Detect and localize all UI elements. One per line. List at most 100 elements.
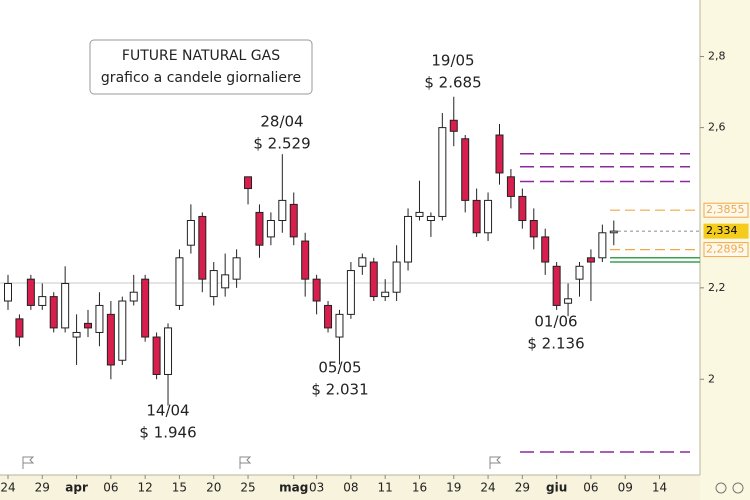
x-tick-label: 20: [206, 481, 221, 495]
annotation-price: $ 2.529: [253, 135, 310, 153]
candle-body: [118, 300, 127, 361]
candle-body: [586, 257, 595, 263]
candle-body: [609, 230, 618, 234]
chart-subtitle: grafico a candele giornaliere: [101, 70, 301, 86]
candle-body: [49, 296, 58, 329]
candle-body: [484, 199, 493, 234]
candle-body: [369, 261, 378, 298]
candle-body: [175, 257, 184, 306]
candle-body: [506, 176, 515, 197]
candle-body: [198, 215, 207, 280]
candle-body: [26, 278, 35, 306]
candle-body: [289, 203, 298, 238]
candle-body: [84, 322, 93, 329]
x-tick-label: 11: [378, 481, 393, 495]
annotation-price: $ 1.946: [139, 424, 196, 442]
candle-body: [221, 274, 230, 289]
candle-body: [461, 138, 470, 201]
candle-body: [278, 199, 287, 222]
candle-body: [495, 134, 504, 174]
x-tick-label: 24: [0, 481, 15, 495]
annotation-date: 19/05: [431, 52, 474, 70]
candle-body: [15, 318, 24, 338]
level-label: 2,2895: [706, 243, 745, 256]
candle-body: [164, 327, 173, 375]
annotation-price: $ 2.685: [424, 74, 481, 92]
x-tick-label: 08: [343, 481, 358, 495]
candle-body: [232, 257, 241, 280]
candle-body: [312, 278, 321, 302]
x-tick-label: 15: [172, 481, 187, 495]
candle-body: [449, 119, 458, 132]
x-tick-label: apr: [65, 481, 88, 495]
x-axis-area: [0, 475, 700, 500]
candle-body: [404, 215, 413, 263]
x-tick-label: 06: [583, 481, 598, 495]
candle-body: [4, 282, 12, 302]
candle-body: [72, 331, 81, 338]
x-tick-label: 24: [480, 481, 495, 495]
candle-body: [552, 265, 561, 306]
candle-body: [186, 220, 195, 246]
x-tick-label: 16: [412, 481, 427, 495]
level-label: 2,334: [706, 224, 738, 237]
annotation-date: 01/06: [534, 313, 577, 331]
candle-body: [381, 291, 390, 298]
candle-body: [438, 127, 447, 217]
candle-body: [529, 220, 538, 238]
x-tick-label: 29: [35, 481, 50, 495]
y-tick-label: 2,2: [708, 281, 726, 294]
candle-body: [141, 278, 150, 338]
annotation-price: $ 2.031: [311, 381, 368, 399]
candle-body: [335, 313, 344, 338]
flag-icon: [22, 456, 35, 469]
annotation-date: 05/05: [318, 359, 361, 377]
candle-body: [358, 257, 367, 267]
candle-body: [95, 304, 104, 333]
flag-icons: [22, 456, 502, 469]
x-tick-label: giu: [546, 481, 567, 495]
level-label-box: [703, 202, 749, 218]
x-tick-label: 03: [309, 481, 324, 495]
annotation-date: 28/04: [260, 113, 303, 131]
level-label-box: [703, 223, 749, 239]
candle-body: [129, 291, 138, 302]
x-tick-label: 19: [446, 481, 461, 495]
level-label: 2,3855: [706, 203, 745, 216]
y-tick-label: 2,6: [708, 121, 726, 134]
candle-body: [106, 313, 115, 366]
candle-body: [324, 304, 333, 329]
candle-body: [209, 270, 218, 298]
zoom-controls[interactable]: [715, 482, 744, 494]
x-tick-label: 06: [103, 481, 118, 495]
candle-body: [472, 199, 481, 234]
annotation-price: $ 2.136: [527, 335, 584, 353]
x-tick-label: 25: [240, 481, 255, 495]
title-box: [89, 39, 313, 95]
zoom-in[interactable]: [715, 482, 727, 494]
candle-body: [575, 265, 584, 280]
flag-icon: [489, 456, 502, 469]
x-tick-label: 09: [618, 481, 633, 495]
candle-body: [541, 236, 550, 263]
candle-body: [346, 270, 355, 315]
candle-body: [426, 215, 435, 222]
candle-body: [518, 195, 527, 222]
candle-body: [152, 336, 161, 375]
candle-body: [266, 220, 275, 238]
flag-icon: [239, 456, 252, 469]
candle-body: [564, 298, 573, 304]
candle-body: [392, 261, 401, 293]
annotation-date: 14/04: [146, 402, 189, 420]
candle-body: [301, 240, 310, 280]
x-tick-label: 12: [138, 481, 153, 495]
level-label-box: [703, 242, 749, 258]
candle-body: [244, 176, 253, 190]
zoom-out[interactable]: [732, 482, 744, 494]
chart-title: FUTURE NATURAL GAS: [122, 48, 280, 64]
candle-body: [255, 211, 264, 246]
y-tick-label: 2: [708, 372, 715, 385]
x-tick-label: 29: [515, 481, 530, 495]
x-tick-label: mag: [279, 481, 308, 495]
